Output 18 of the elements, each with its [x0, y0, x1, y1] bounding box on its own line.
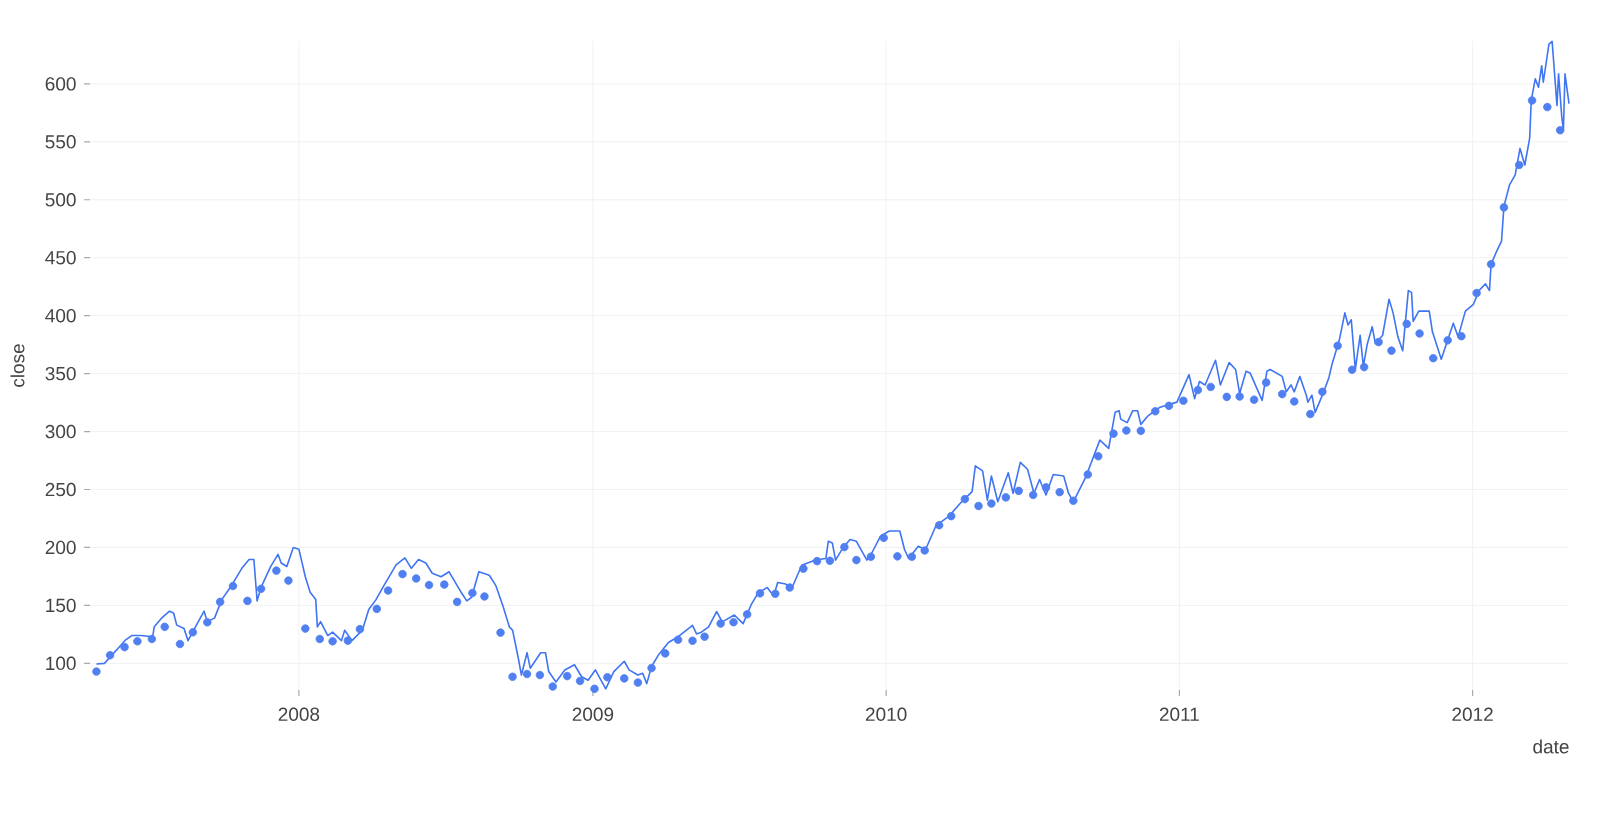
x-axis-title: date: [1533, 739, 1569, 754]
y-tick-label: 450: [45, 250, 76, 265]
y-tick-label: 100: [46, 656, 76, 671]
x-tick-label: 2011: [1159, 707, 1199, 721]
y-tick-label: 150: [46, 598, 76, 613]
y-tick-label: 200: [45, 540, 76, 555]
y-tick-label: 350: [45, 366, 76, 381]
y-tick-label: 300: [45, 424, 76, 439]
x-tick-label: 2008: [278, 707, 320, 721]
y-axis-title: close: [10, 344, 25, 387]
x-tick-label: 2010: [865, 707, 907, 721]
y-tick-label: 250: [45, 482, 76, 497]
y-tick-label: 550: [45, 135, 76, 149]
x-tick-label: 2009: [572, 707, 614, 721]
y-tick-label: 500: [45, 193, 76, 207]
y-tick-label: 600: [45, 77, 76, 91]
x-tick-label: 2012: [1452, 707, 1493, 721]
y-tick-label: 400: [45, 308, 76, 323]
